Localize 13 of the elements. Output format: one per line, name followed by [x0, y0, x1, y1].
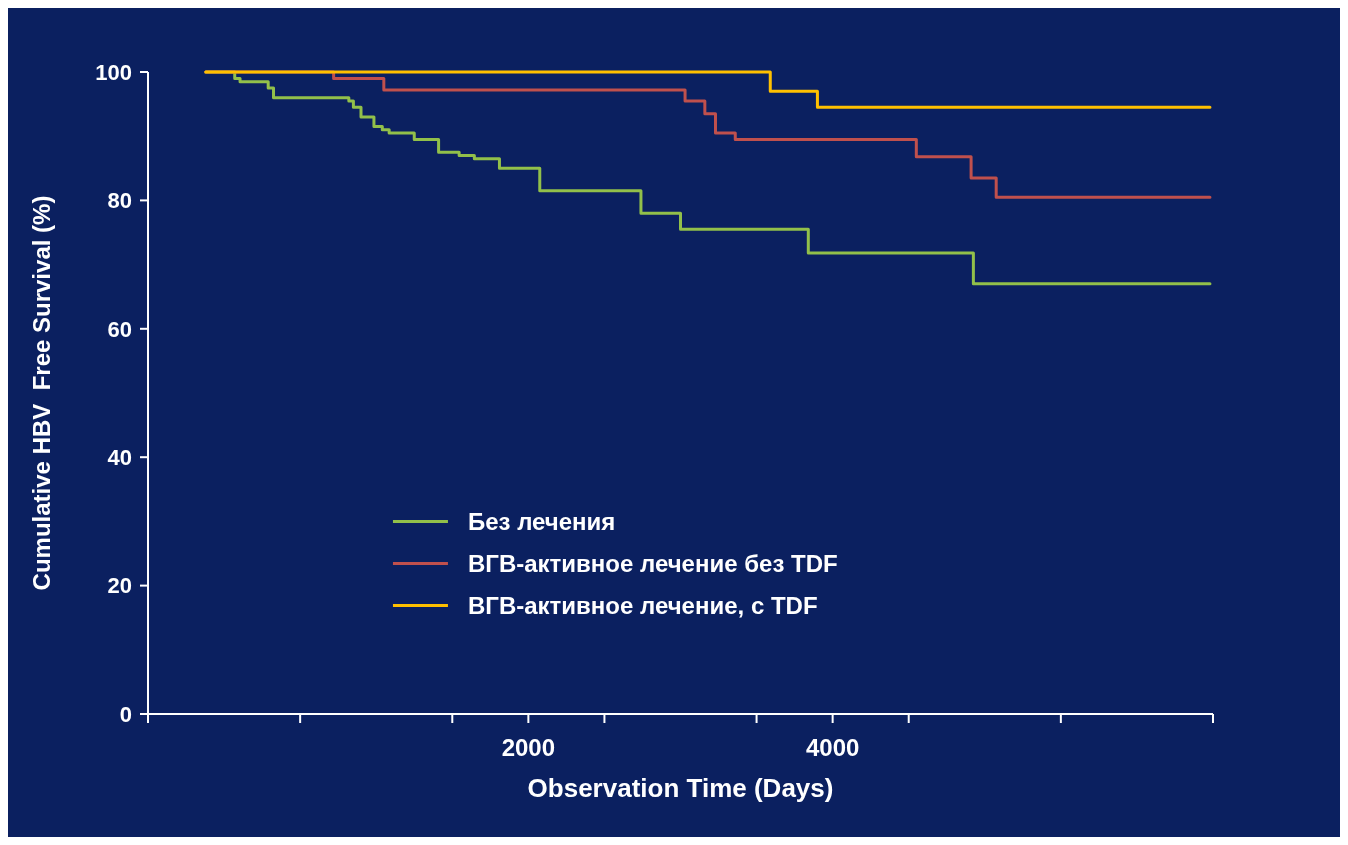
- y-tick-label: 0: [119, 701, 132, 727]
- x-axis-title: Observation Time (Days): [527, 773, 834, 803]
- y-tick-label: 20: [107, 573, 132, 599]
- y-tick-label: 80: [107, 188, 132, 214]
- x-tick-label: 2000: [501, 734, 556, 761]
- legend-label: ВГВ-активное лечение без TDF: [467, 549, 838, 577]
- legend-label: Без лечения: [467, 507, 616, 535]
- x-tick-label: 4000: [805, 734, 860, 761]
- legend-label: ВГВ-активное лечение, с TDF: [467, 591, 818, 619]
- y-tick-label: 40: [107, 444, 132, 470]
- y-axis-title: Cumulative HBV Free Survival (%): [28, 195, 55, 591]
- y-tick-label: 100: [95, 59, 132, 85]
- y-tick-label: 60: [107, 316, 132, 342]
